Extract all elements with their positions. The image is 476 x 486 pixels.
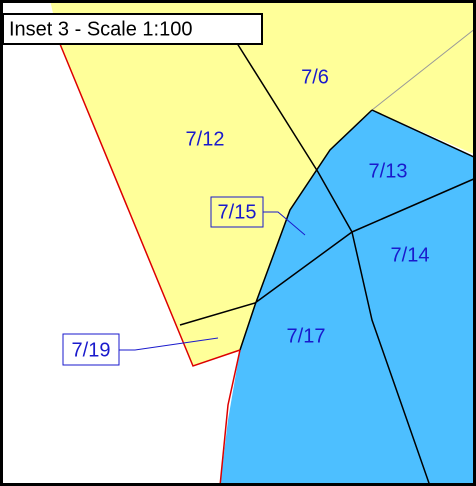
parcel-label: 7/17 <box>287 325 326 347</box>
parcel-yellow <box>50 0 476 366</box>
parcel-label: 7/6 <box>301 66 329 88</box>
parcel-blue <box>220 110 476 486</box>
red-boundary <box>59 43 241 486</box>
leader-line <box>119 337 219 351</box>
leader-line <box>263 211 306 236</box>
grey-boundary <box>371 27 476 111</box>
parcel-label: 7/14 <box>391 244 430 266</box>
parcel-label: 7/15 <box>218 201 257 223</box>
parcel-label: 7/13 <box>369 160 408 182</box>
parcel-label: 7/12 <box>186 128 225 150</box>
inset-title: Inset 3 - Scale 1:100 <box>9 18 192 40</box>
parcel-boundary <box>179 39 476 486</box>
title-box <box>2 13 263 45</box>
parcel-label: 7/19 <box>72 339 111 361</box>
